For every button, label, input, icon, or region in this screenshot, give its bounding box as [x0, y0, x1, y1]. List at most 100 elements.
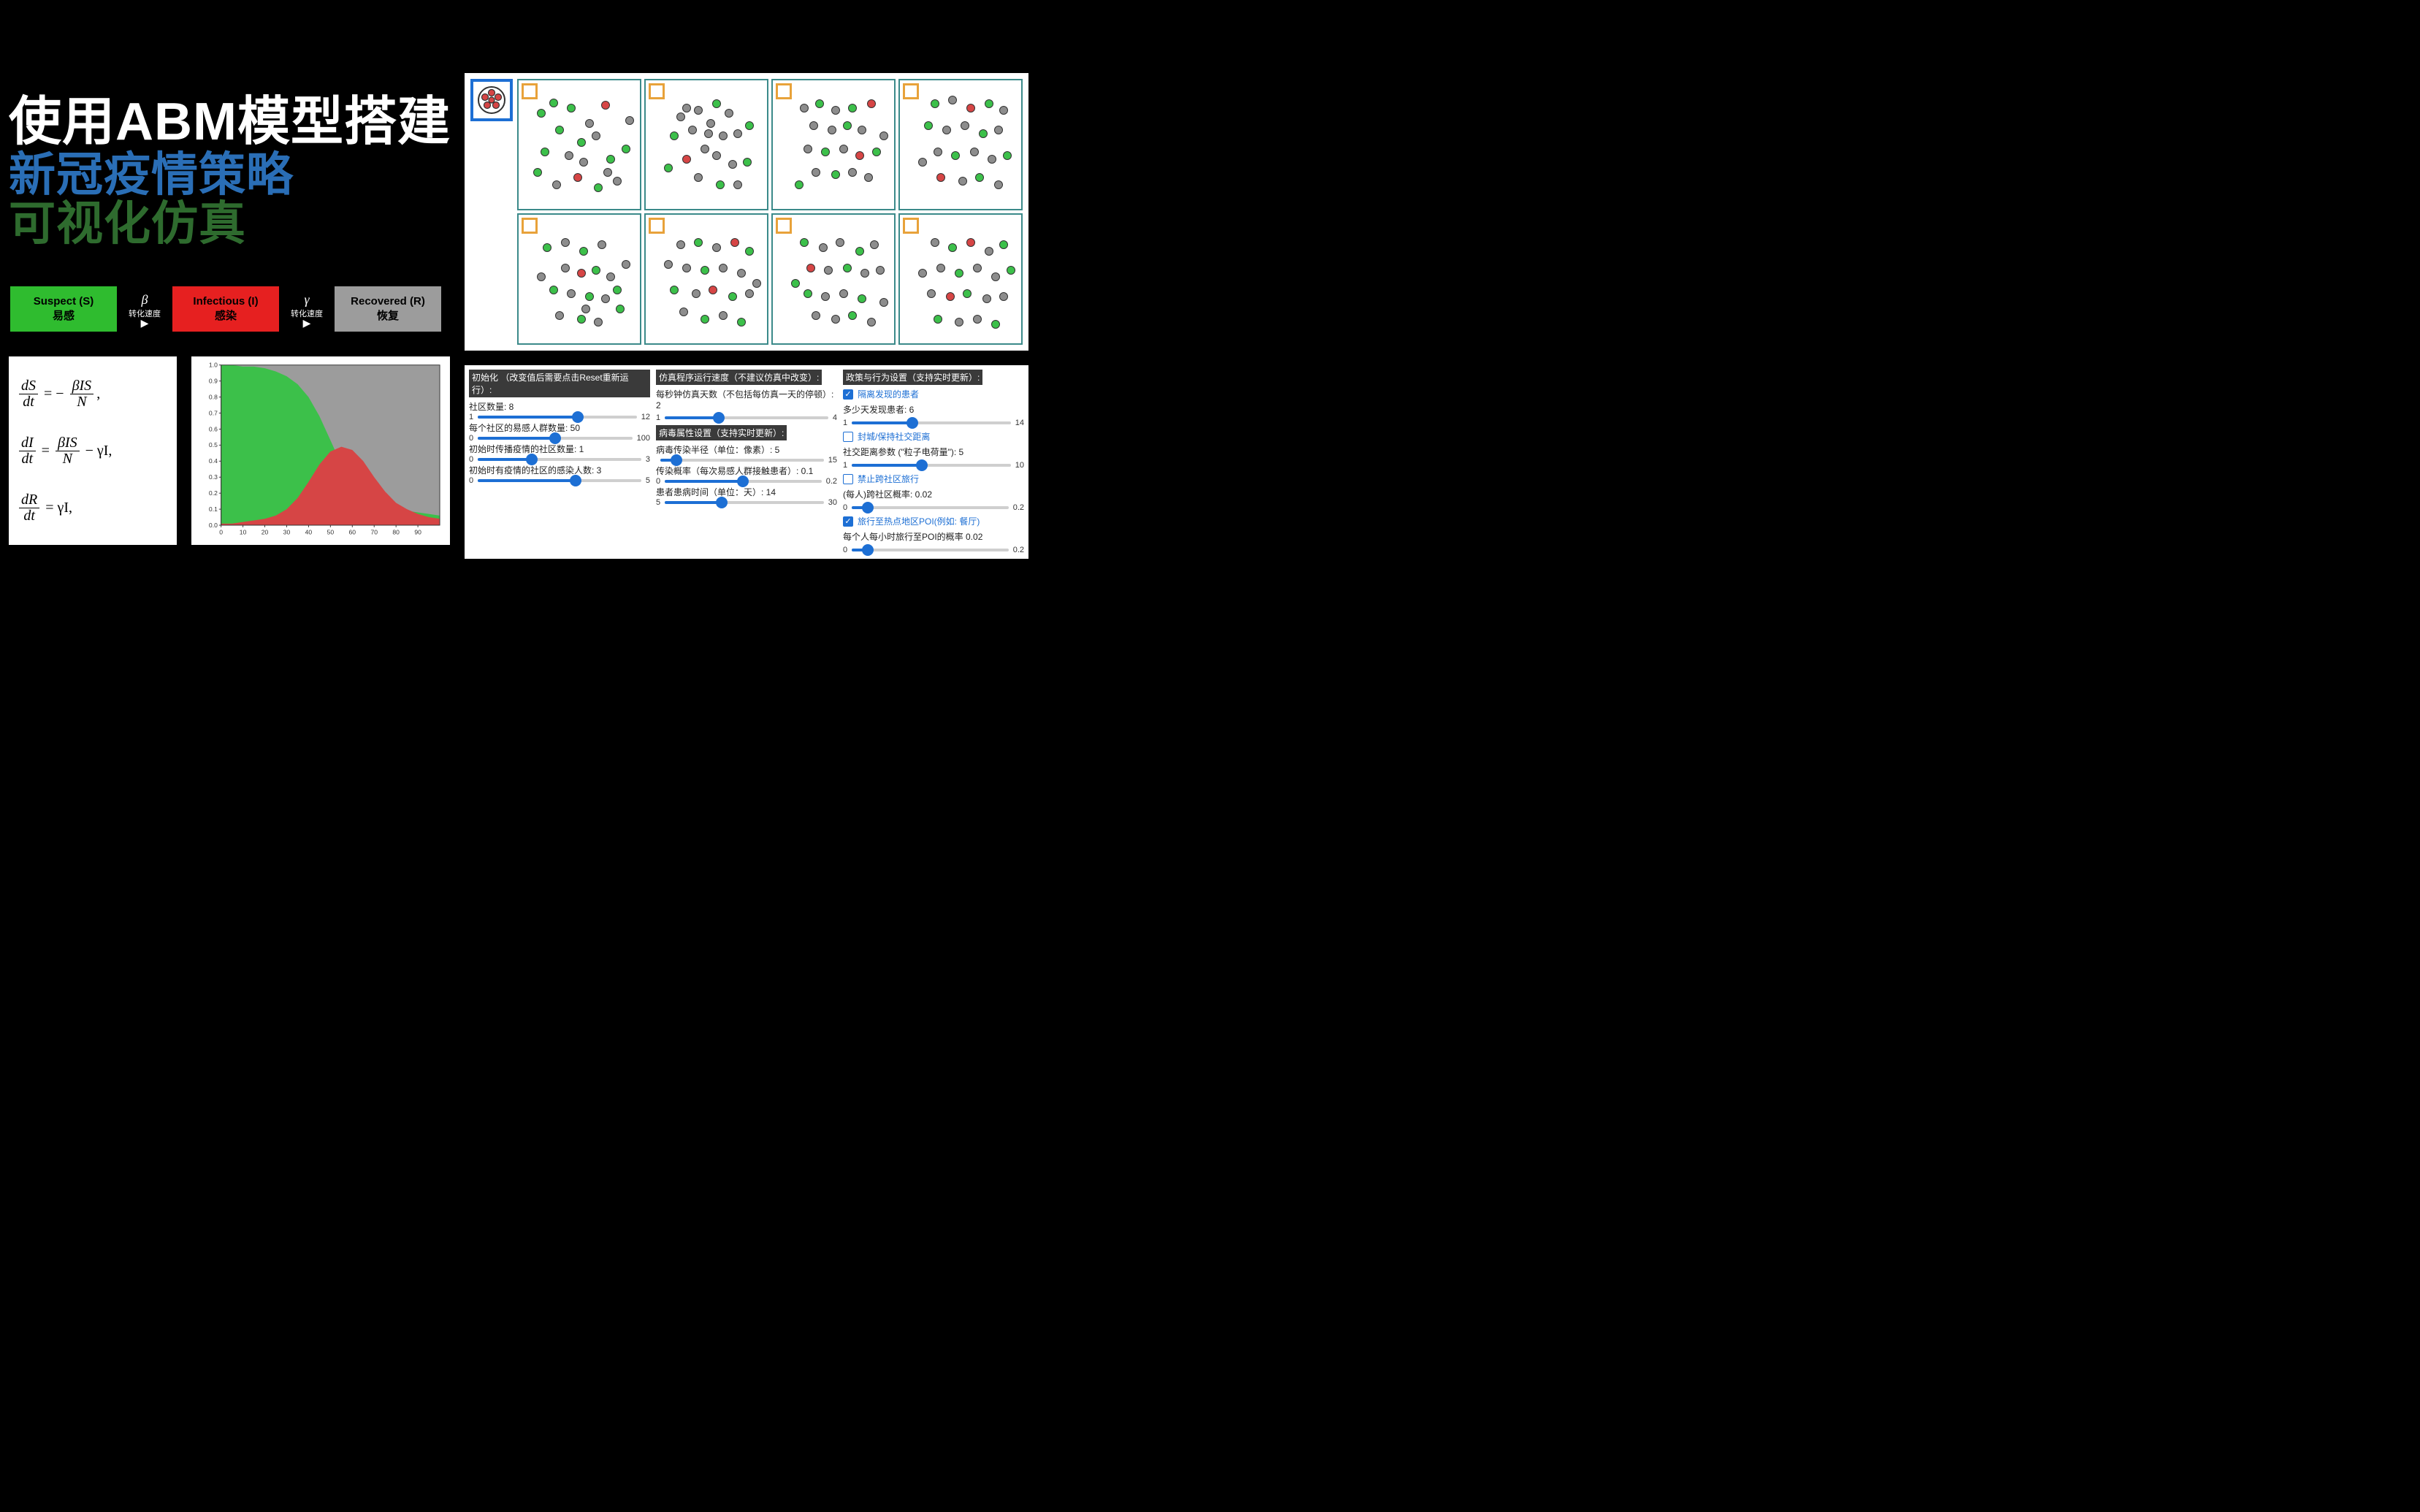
chk-poi-label: 旅行至热点地区POI(例如: 餐厅) — [858, 515, 980, 527]
agent-dot — [806, 264, 815, 272]
eq-dR: dRdt = γI, — [16, 492, 169, 524]
chk-lockdown[interactable] — [843, 432, 853, 442]
agent-dot — [839, 289, 848, 298]
hub-icon — [470, 79, 513, 121]
distance-slider[interactable] — [852, 464, 1011, 467]
agent-dot — [848, 168, 857, 177]
agent-dot — [716, 180, 725, 189]
detect-days-label: 多少天发现患者: 6 — [843, 403, 1024, 416]
slider-min: 5 — [656, 498, 660, 507]
slider-max: 5 — [646, 476, 650, 485]
chk-isolate[interactable]: ✓ — [843, 389, 853, 400]
slider-max: 0.2 — [826, 477, 837, 486]
agent-dot — [552, 180, 561, 189]
chk-notravel[interactable] — [843, 474, 853, 484]
community-cell — [644, 79, 768, 210]
gamma-symbol: γ — [304, 292, 309, 308]
agent-dot — [664, 260, 673, 269]
poi-prob-label: 每个人每小时旅行至POI的概率 0.02 — [843, 530, 1024, 543]
svg-text:0.4: 0.4 — [209, 457, 218, 465]
svg-text:40: 40 — [305, 528, 313, 535]
agent-dot — [831, 315, 840, 324]
agent-dot — [994, 126, 1003, 134]
chk-notravel-label: 禁止跨社区旅行 — [858, 473, 919, 485]
agent-dot — [694, 238, 703, 247]
agent-dot — [581, 305, 590, 313]
poi-icon — [903, 83, 919, 99]
agent-dot — [682, 155, 691, 164]
agent-dot — [594, 318, 603, 327]
detect-slider[interactable] — [852, 421, 1011, 424]
agent-dot — [725, 109, 733, 118]
agent-dot — [804, 289, 812, 298]
agent-dot — [567, 104, 576, 112]
agent-dot — [948, 96, 957, 104]
eq-dS: dSdt = − βISN , — [16, 378, 169, 410]
svg-text:0.7: 0.7 — [209, 409, 218, 416]
speed-slider[interactable] — [665, 416, 828, 419]
svg-text:90: 90 — [414, 528, 421, 535]
virus-2-slider[interactable] — [665, 501, 824, 504]
svg-text:0: 0 — [219, 528, 223, 535]
agent-dot — [979, 129, 988, 138]
sir-box-s: Suspect (S) 易感 — [9, 285, 118, 333]
agent-dot — [592, 131, 600, 140]
chk-poi[interactable]: ✓ — [843, 516, 853, 527]
agent-dot — [936, 264, 945, 272]
title-line-2: 新冠疫情策略 — [9, 150, 451, 199]
beta-symbol: β — [142, 292, 148, 308]
agent-dot — [870, 240, 879, 249]
title-block: 使用ABM模型搭建 新冠疫情策略 可视化仿真 — [9, 95, 451, 248]
agent-dot — [594, 183, 603, 192]
virus-1-slider[interactable] — [665, 480, 822, 483]
agent-dot — [800, 104, 809, 112]
agent-dot — [828, 126, 836, 134]
init-3-slider[interactable] — [478, 479, 641, 482]
sir-area-chart: 0.00.10.20.30.40.50.60.70.80.91.00102030… — [191, 356, 450, 545]
poi-slider[interactable] — [852, 549, 1009, 551]
agent-dot — [719, 131, 728, 140]
agent-dot — [701, 266, 709, 275]
poi-icon — [776, 218, 792, 234]
agent-dot — [555, 311, 564, 320]
agent-dot — [704, 129, 713, 138]
virus-header: 病毒属性设置（支持实时更新）: — [656, 425, 787, 440]
controls-col-init: 初始化 （改变值后需要点击Reset重新运行）: 社区数量: 8 1 12 每个… — [469, 370, 650, 554]
init-2-slider[interactable] — [478, 458, 641, 461]
agent-dot — [955, 269, 963, 278]
init-2-label: 初始时传播疫情的社区数量: 1 — [469, 443, 650, 455]
agent-dot — [664, 164, 673, 172]
agent-dot — [809, 121, 818, 130]
distance-label: 社交距离参数 ("粒子电荷量"): 5 — [843, 446, 1024, 458]
controls-panel: 初始化 （改变值后需要点击Reset重新运行）: 社区数量: 8 1 12 每个… — [465, 365, 1028, 559]
arrow-icon: ▶ — [303, 319, 311, 327]
agent-dot — [601, 101, 610, 110]
agent-dot — [973, 264, 982, 272]
sir-i-zh: 感染 — [215, 308, 237, 323]
virus-0-slider[interactable] — [660, 459, 824, 462]
init-1-slider[interactable] — [478, 437, 633, 440]
virus-1-label: 传染概率（每次易感人群接触患者）: 0.1 — [656, 465, 837, 477]
agent-dot — [843, 121, 852, 130]
agent-dot — [692, 289, 701, 298]
agent-dot — [694, 106, 703, 115]
speed-header: 仿真程序运行速度（不建议仿真中改变）: — [656, 370, 822, 385]
agent-dot — [800, 238, 809, 247]
travel-slider[interactable] — [852, 506, 1009, 509]
agent-dot — [934, 148, 942, 156]
agent-dot — [999, 292, 1008, 301]
slider-max: 100 — [637, 434, 650, 443]
agent-dot — [966, 238, 975, 247]
init-0-slider[interactable] — [478, 416, 637, 419]
slide-canvas: 使用ABM模型搭建 新冠疫情策略 可视化仿真 Suspect (S) 易感 β … — [0, 0, 1096, 685]
agent-dot — [537, 109, 546, 118]
init-3-label: 初始时有疫情的社区的感染人数: 3 — [469, 464, 650, 476]
agent-dot — [601, 294, 610, 303]
agent-dot — [955, 318, 963, 327]
agent-dot — [606, 272, 615, 281]
agent-dot — [676, 240, 685, 249]
svg-text:0.3: 0.3 — [209, 473, 218, 481]
agent-dot — [815, 99, 824, 108]
poi-icon — [522, 218, 538, 234]
agent-dot — [821, 292, 830, 301]
